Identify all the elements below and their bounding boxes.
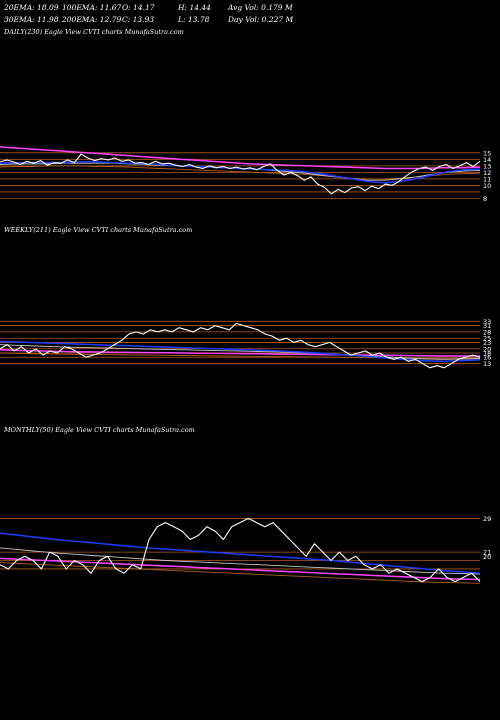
monthly-price-line	[0, 517, 481, 583]
ema100-label: 100EMA: 11.67	[62, 3, 122, 12]
daily-panel-label: DAILY(230) Eagle View CVTI charts Munafa…	[4, 28, 184, 36]
daily-y-tick: 12	[483, 169, 491, 177]
weekly-y-tick: 25	[483, 335, 491, 343]
weekly-y-tick: 13	[483, 360, 491, 368]
monthly-panel-label: MONTHLY(50) Eagle View CVTI charts Munaf…	[4, 426, 195, 434]
monthly-y-tick: 29	[483, 515, 491, 523]
weekly-y-tick: 23	[483, 339, 491, 347]
monthly-ema-fast-line	[0, 532, 481, 574]
daily-y-tick: 10	[483, 182, 491, 190]
weekly-price-line	[0, 322, 481, 369]
monthly-ema-long-line	[0, 557, 481, 581]
monthly-y-tick: 20	[483, 553, 491, 561]
monthly-ema-brown-line	[0, 562, 481, 584]
monthly-y-tick: 21	[483, 549, 491, 557]
high-label: H: 14.44	[178, 3, 211, 12]
weekly-ema-fast-line	[0, 340, 481, 363]
weekly-y-tick: 31	[483, 322, 491, 330]
weekly-panel-label: WEEKLY(211) Eagle View CVTI charts Munaf…	[4, 226, 193, 234]
daily-price-line	[0, 153, 481, 195]
day-vol-label: Day Vol: 0.227 M	[228, 15, 294, 24]
daily-y-tick: 13	[483, 162, 491, 170]
weekly-ema-long-line	[0, 349, 480, 357]
monthly-ema-mid-line	[0, 547, 481, 575]
daily-y-tick: 11	[483, 175, 491, 183]
daily-y-tick: 8	[483, 195, 487, 203]
daily-ema-long-line	[0, 146, 481, 170]
low-label: L: 13.78	[178, 15, 210, 24]
ema30-label: 30EMA: 11.98	[4, 15, 59, 24]
ema20-label: 20EMA: 18.09	[4, 3, 59, 12]
weekly-y-tick: 16	[483, 354, 491, 362]
weekly-y-tick: 33	[483, 318, 491, 326]
avg-vol-label: Avg Vol: 0.179 M	[228, 3, 293, 12]
close-label: C: 13.93	[122, 15, 155, 24]
daily-ema-brown-line	[0, 165, 481, 180]
ema200-label: 200EMA: 12.79	[62, 15, 122, 24]
daily-y-tick: 15	[483, 149, 491, 157]
weekly-y-tick: 20	[483, 345, 491, 353]
daily-y-tick: 14	[483, 156, 491, 164]
weekly-y-tick: 18	[483, 350, 491, 358]
weekly-y-tick: 28	[483, 328, 491, 336]
open-label: O: 14.17	[122, 3, 155, 12]
